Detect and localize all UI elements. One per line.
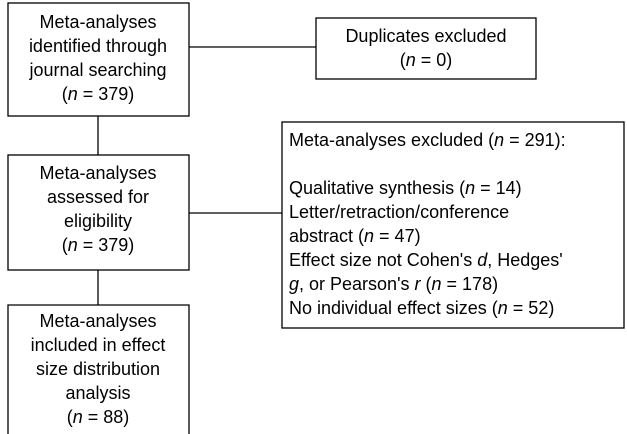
text-run: = 0)	[416, 50, 453, 70]
text-run: identified through	[29, 36, 167, 56]
text-line: size distribution	[36, 359, 160, 379]
text-run: Meta-analyses excluded (	[289, 130, 494, 150]
italic-run: r	[415, 274, 422, 294]
text-line: analysis	[65, 383, 130, 403]
text-line: Letter/retraction/conference	[289, 202, 509, 222]
text-line: Meta-analyses	[39, 12, 156, 32]
text-run: = 88)	[83, 407, 130, 427]
text-run: = 379)	[78, 84, 135, 104]
text-line: Meta-analyses	[39, 163, 156, 183]
italic-run: n	[364, 226, 374, 246]
text-run: = 379)	[78, 235, 135, 255]
text-run: Duplicates excluded	[345, 26, 506, 46]
text-line: (n = 88)	[67, 407, 130, 427]
italic-run: n	[406, 50, 416, 70]
italic-run: n	[494, 130, 504, 150]
text-run: Meta-analyses	[39, 311, 156, 331]
italic-run: n	[432, 274, 442, 294]
text-line: Duplicates excluded	[345, 26, 506, 46]
duplicates-box	[315, 17, 537, 80]
text-run: Letter/retraction/conference	[289, 202, 509, 222]
italic-run: n	[465, 178, 475, 198]
text-line: (n = 379)	[62, 84, 135, 104]
text-line: journal searching	[28, 60, 166, 80]
italic-run: n	[68, 84, 78, 104]
text-run: = 52)	[508, 298, 555, 318]
text-run: abstract (	[289, 226, 364, 246]
text-line: identified through	[29, 36, 167, 56]
text-run: Qualitative synthesis (	[289, 178, 465, 198]
text-run: , Hedges'	[487, 250, 562, 270]
text-run: (	[421, 274, 432, 294]
text-run: eligibility	[64, 211, 132, 231]
text-run: size distribution	[36, 359, 160, 379]
text-line: No individual effect sizes (n = 52)	[289, 298, 554, 318]
text-run: Meta-analyses	[39, 12, 156, 32]
text-line: assessed for	[47, 187, 149, 207]
text-run: Effect size not Cohen's	[289, 250, 477, 270]
text-run: (	[62, 84, 68, 104]
text-run: , or Pearson's	[299, 274, 415, 294]
italic-run: g	[289, 274, 299, 294]
text-run: assessed for	[47, 187, 149, 207]
text-line: Qualitative synthesis (n = 14)	[289, 178, 522, 198]
text-run: analysis	[65, 383, 130, 403]
italic-run: d	[477, 250, 488, 270]
text-line: Effect size not Cohen's d, Hedges'	[289, 250, 563, 270]
text-run: = 291):	[504, 130, 566, 150]
text-line: Meta-analyses	[39, 311, 156, 331]
text-run: = 47)	[374, 226, 421, 246]
text-run: (	[67, 407, 73, 427]
text-run: (	[62, 235, 68, 255]
text-line: g, or Pearson's r (n = 178)	[289, 274, 498, 294]
text-line: Meta-analyses excluded (n = 291):	[289, 130, 566, 150]
text-run: Meta-analyses	[39, 163, 156, 183]
text-line: (n = 379)	[62, 235, 135, 255]
italic-run: n	[73, 407, 83, 427]
text-run: (	[400, 50, 406, 70]
excluded-box	[281, 121, 625, 329]
text-line: included in effect	[31, 335, 166, 355]
text-run: = 178)	[442, 274, 499, 294]
italic-run: n	[68, 235, 78, 255]
text-line: eligibility	[64, 211, 132, 231]
text-run: included in effect	[31, 335, 166, 355]
text-run: journal searching	[28, 60, 166, 80]
text-line: abstract (n = 47)	[289, 226, 421, 246]
text-line: (n = 0)	[400, 50, 453, 70]
text-run: = 14)	[475, 178, 522, 198]
text-run: No individual effect sizes (	[289, 298, 498, 318]
italic-run: n	[498, 298, 508, 318]
